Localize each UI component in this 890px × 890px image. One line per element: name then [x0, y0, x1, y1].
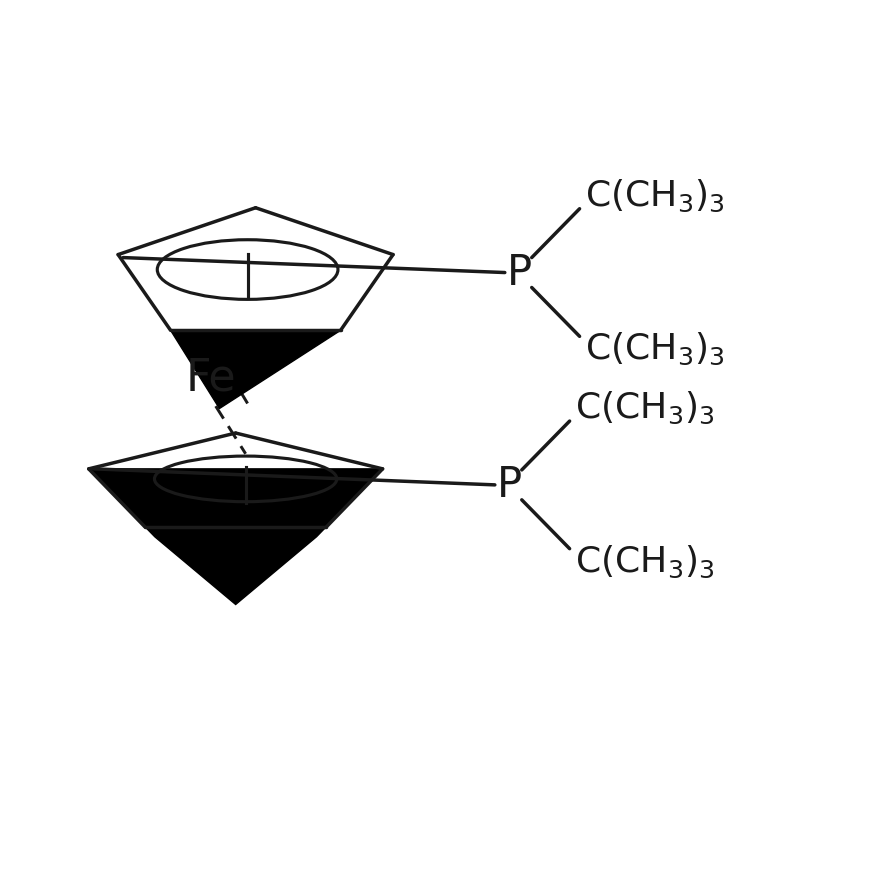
Text: C(CH$_3$)$_3$: C(CH$_3$)$_3$ — [585, 178, 724, 214]
Polygon shape — [171, 330, 341, 409]
Text: P: P — [507, 252, 532, 294]
Text: P: P — [498, 464, 522, 506]
Text: C(CH$_3$)$_3$: C(CH$_3$)$_3$ — [575, 544, 714, 579]
Polygon shape — [89, 469, 383, 604]
Text: C(CH$_3$)$_3$: C(CH$_3$)$_3$ — [585, 331, 724, 368]
Text: C(CH$_3$)$_3$: C(CH$_3$)$_3$ — [575, 390, 714, 426]
Text: Fe: Fe — [185, 357, 236, 400]
